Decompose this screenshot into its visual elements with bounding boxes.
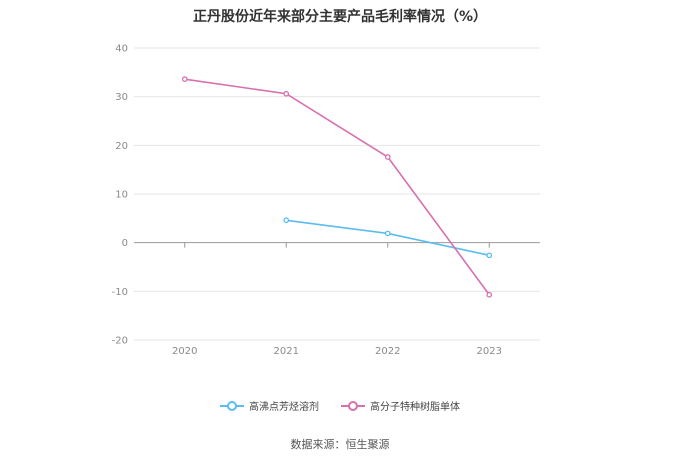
- y-tick-label: 0: [122, 238, 128, 249]
- series-lines: [184, 78, 490, 296]
- legend-item-series-1[interactable]: 高沸点芳烃溶剂: [220, 398, 319, 413]
- legend-item-series-2[interactable]: 高分子特种树脂单体: [341, 398, 460, 413]
- series-points: [181, 76, 493, 298]
- legend: 高沸点芳烃溶剂 高分子特种树脂单体: [0, 398, 680, 413]
- x-tick-label: 2022: [375, 346, 400, 357]
- gridlines: [134, 47, 540, 341]
- data-point-series-2: [181, 76, 188, 82]
- y-tick-label: -20: [112, 336, 128, 347]
- chart-title: 正丹股份近年来部分主要产品毛利率情况（%）: [192, 9, 488, 25]
- y-tick-label: 30: [115, 92, 128, 103]
- y-tick-label: 20: [115, 141, 128, 152]
- series-line-2: [184, 78, 490, 296]
- data-point-series-1: [384, 230, 391, 237]
- axes: -20 -10 0 10 20 30 40 2020 2021 2022 2023: [112, 44, 540, 357]
- data-point-series-2: [384, 154, 391, 160]
- y-tick-label: 10: [115, 190, 128, 201]
- data-point-series-1: [486, 252, 493, 259]
- legend-label-series-2: 高分子特种树脂单体: [370, 402, 460, 413]
- series-line-1: [286, 219, 490, 257]
- legend-label-series-1: 高沸点芳烃溶剂: [249, 402, 319, 413]
- line-chart: -20 -10 0 10 20 30 40 2020 2021 2022 2023: [112, 44, 540, 357]
- data-point-series-2: [486, 291, 493, 298]
- y-tick-label: -10: [112, 287, 128, 298]
- data-point-series-1: [283, 217, 290, 224]
- legend-marker-series-1: [220, 400, 244, 411]
- y-tick-label: 40: [115, 44, 128, 55]
- x-tick-label: 2023: [477, 346, 502, 357]
- x-tick-label: 2020: [172, 346, 197, 357]
- data-source-note: 数据来源：恒生聚源: [290, 438, 390, 451]
- data-point-series-2: [283, 90, 290, 97]
- legend-marker-series-2: [341, 400, 365, 411]
- x-tick-label: 2021: [274, 346, 299, 357]
